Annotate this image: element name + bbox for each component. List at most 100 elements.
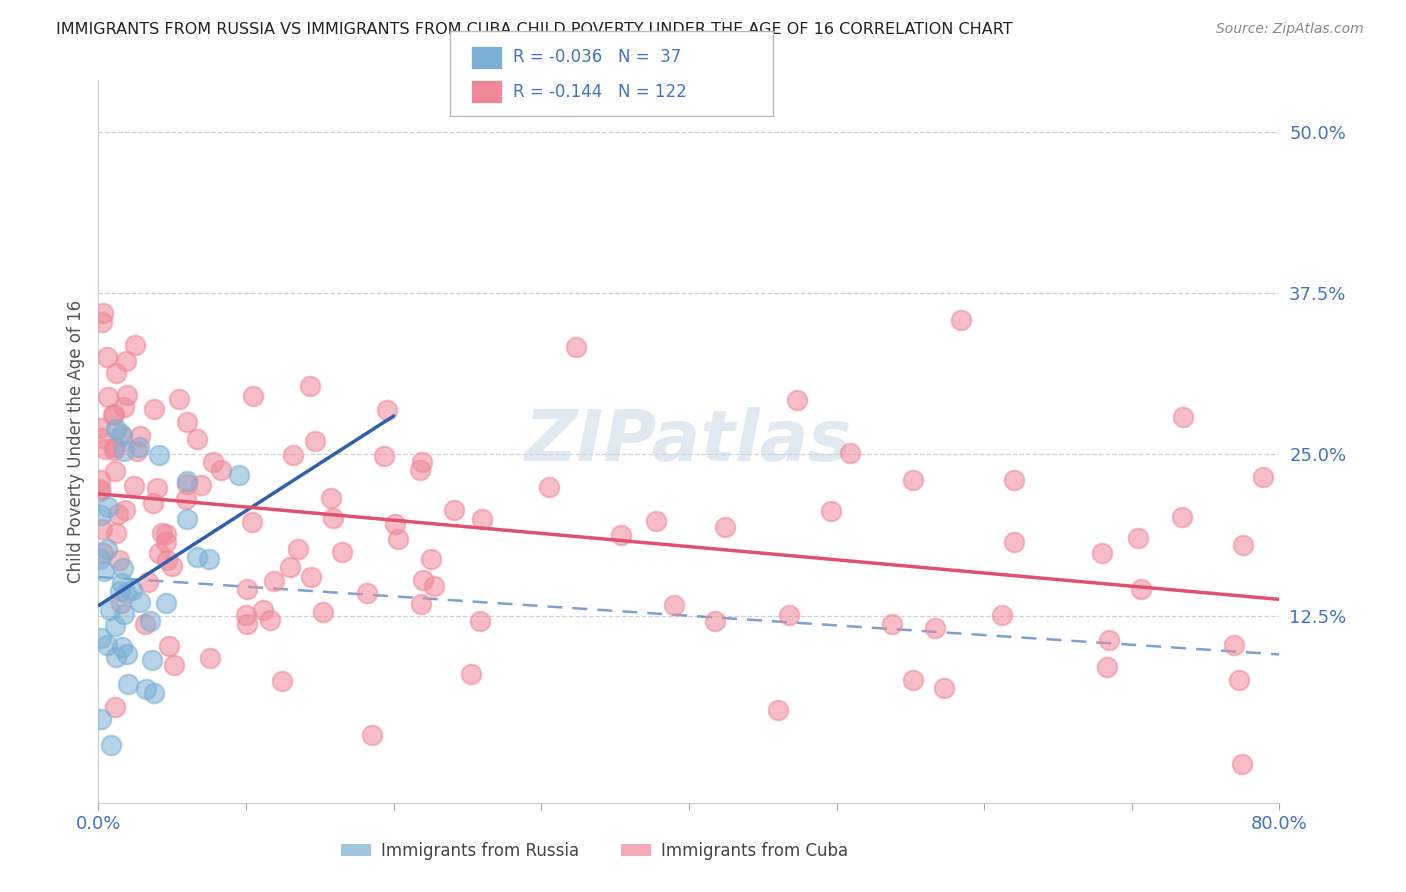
Point xyxy=(186,432,208,446)
Point xyxy=(112,400,135,414)
Point xyxy=(1173,410,1195,425)
Point xyxy=(271,674,294,689)
Point xyxy=(471,512,494,526)
Point xyxy=(103,442,125,457)
Point xyxy=(141,653,163,667)
Point xyxy=(91,523,114,537)
Point xyxy=(202,455,225,469)
Point xyxy=(373,449,395,463)
Point xyxy=(128,440,150,454)
Point xyxy=(112,443,135,458)
Point xyxy=(103,407,125,421)
Point xyxy=(108,552,131,566)
Point xyxy=(198,552,221,566)
Point xyxy=(143,686,166,700)
Point xyxy=(100,738,122,752)
Point xyxy=(838,446,860,460)
Legend: Immigrants from Russia, Immigrants from Cuba: Immigrants from Russia, Immigrants from … xyxy=(335,836,855,867)
Point xyxy=(111,576,134,591)
Point xyxy=(97,500,120,515)
Point xyxy=(176,474,198,488)
Point xyxy=(114,586,136,600)
Point xyxy=(115,354,138,368)
Point xyxy=(111,640,134,655)
Point xyxy=(89,421,111,435)
Point xyxy=(304,434,326,448)
Point xyxy=(91,546,114,560)
Point xyxy=(90,508,112,522)
Point xyxy=(360,728,382,742)
Point xyxy=(387,533,409,547)
Point xyxy=(1232,538,1254,552)
Point xyxy=(104,440,127,454)
Point xyxy=(110,429,132,443)
Point xyxy=(259,613,281,627)
Point xyxy=(117,676,139,690)
Point xyxy=(949,313,972,327)
Point xyxy=(129,429,152,443)
Point xyxy=(662,598,685,612)
Point xyxy=(411,455,433,469)
Point xyxy=(423,579,446,593)
Point xyxy=(932,681,955,696)
Point xyxy=(704,614,727,628)
Point xyxy=(356,586,378,600)
Point xyxy=(97,390,120,404)
Text: R = -0.036   N =  37: R = -0.036 N = 37 xyxy=(513,48,682,66)
Point xyxy=(114,503,136,517)
Point xyxy=(104,526,127,541)
Point xyxy=(903,473,925,487)
Point xyxy=(312,605,335,619)
Point xyxy=(98,603,121,617)
Point xyxy=(1097,660,1119,674)
Point xyxy=(90,712,112,726)
Point xyxy=(176,476,198,491)
Point xyxy=(991,608,1014,623)
Point xyxy=(108,583,131,598)
Point xyxy=(107,508,129,522)
Point xyxy=(778,608,800,623)
Point xyxy=(242,389,264,403)
Point xyxy=(142,495,165,509)
Point xyxy=(155,596,177,610)
Point xyxy=(163,657,186,672)
Point xyxy=(174,492,197,507)
Point xyxy=(319,491,342,505)
Point xyxy=(330,545,353,559)
Point xyxy=(104,464,127,478)
Point xyxy=(105,422,128,436)
Text: IMMIGRANTS FROM RUSSIA VS IMMIGRANTS FROM CUBA CHILD POVERTY UNDER THE AGE OF 16: IMMIGRANTS FROM RUSSIA VS IMMIGRANTS FRO… xyxy=(56,22,1012,37)
Point xyxy=(122,479,145,493)
Point xyxy=(155,535,177,549)
Point xyxy=(91,315,114,329)
Point xyxy=(96,638,118,652)
Point xyxy=(176,415,198,429)
Point xyxy=(1129,582,1152,597)
Point xyxy=(115,647,138,661)
Point xyxy=(125,444,148,458)
Point xyxy=(1002,534,1025,549)
Point xyxy=(901,673,924,688)
Y-axis label: Child Poverty Under the Age of 16: Child Poverty Under the Age of 16 xyxy=(66,300,84,583)
Point xyxy=(115,388,138,402)
Point xyxy=(148,546,170,560)
Point xyxy=(160,558,183,573)
Point xyxy=(176,512,198,526)
Point xyxy=(283,448,305,462)
Point xyxy=(138,614,160,628)
Point xyxy=(820,503,842,517)
Point xyxy=(236,616,259,631)
Point xyxy=(112,561,135,575)
Point xyxy=(104,699,127,714)
Point xyxy=(89,473,111,487)
Point xyxy=(468,615,491,629)
Point xyxy=(419,551,441,566)
Point xyxy=(235,582,257,596)
Point xyxy=(565,340,588,354)
Point xyxy=(101,408,124,422)
Point xyxy=(93,442,115,457)
Point xyxy=(104,619,127,633)
Point xyxy=(1091,546,1114,560)
Text: ZIPatlas: ZIPatlas xyxy=(526,407,852,476)
Point xyxy=(129,595,152,609)
